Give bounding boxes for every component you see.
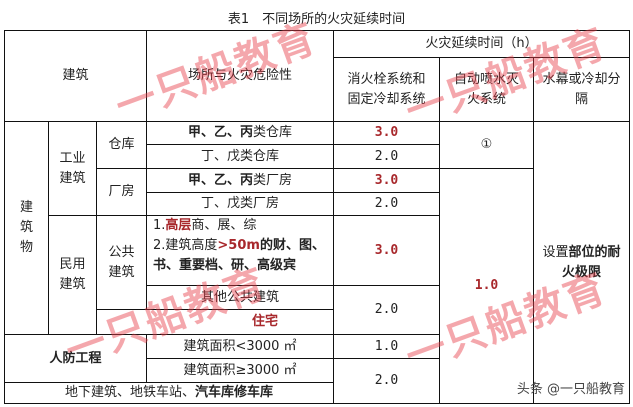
header-sprinkler: 自动喷水灭火系统 [439,57,534,122]
hydrant-value: 2.0 [333,144,440,169]
hydrant-value: 2.0 [333,285,440,335]
hydrant-value: 2.0 [333,358,440,404]
row-place: 其他公共建筑 [146,285,334,310]
footer-credit: 头条 @一只船教育 [516,382,625,397]
hydrant-value: 3.0 [333,121,440,145]
highlight: 高层 [165,218,192,233]
hydrant-value: 3.0 [333,168,440,193]
place-rest: 类仓库 [253,125,293,140]
text: 2.建筑高度 [153,238,218,253]
public-line-1: 1.高层商、展、综 [153,216,256,236]
row-place: 建筑面积≥3000 ㎡ [146,358,334,383]
hydrant-value: 2.0 [333,192,440,216]
sprinkler-others: 1.0 [439,168,534,404]
header-curtain: 水幕或冷却分隔 [533,57,630,122]
table-title: 表1 不同场所的火灾延续时间 [227,12,406,27]
group-industrial: 工业建筑 [48,121,97,216]
header-building: 建筑 [4,30,147,122]
public-line-2: 2.建筑高度>50m的财、图、 [153,236,325,256]
place-bold: 甲、乙、丙 [187,172,253,188]
text: 商、展、综 [191,218,257,233]
row-place-public: 1.高层商、展、综 2.建筑高度>50m的财、图、 书、重要档、研、高级宾 [146,215,334,286]
hydrant-value: 1.0 [333,334,440,359]
row-place: 丁、戊类厂房 [146,192,334,216]
text: 地下建筑、地铁车站、 [64,385,195,400]
hydrant-value: 3.0 [333,215,440,286]
row-place-underground: 地下建筑、地铁车站、 汽车库修车库 [4,382,334,404]
place-bold: 甲、乙、丙 [187,125,253,140]
text: 的财、图、 [259,238,325,253]
group-plant: 厂房 [96,168,147,216]
group-building-obj: 建筑物 [4,121,49,335]
header-place-risk: 场所与火灾危险性 [146,30,334,122]
text-bold: 部位的耐火极限 [561,244,621,280]
group-public: 公共建筑 [96,215,147,310]
sprinkler-warehouse: ① [439,121,534,169]
row-place-residence: 住宅 [96,309,334,335]
header-hydrant: 消火栓系统和固定冷却系统 [333,57,440,122]
row-place: 甲、乙、丙 类仓库 [146,121,334,145]
group-warehouse: 仓库 [96,121,147,169]
curtain-value: 设置部位的耐火极限 [533,121,630,404]
row-place: 丁、戊类仓库 [146,144,334,169]
text: 1. [153,218,166,233]
text: 设置 [542,244,569,260]
row-place: 建筑面积<3000 ㎡ [146,334,334,359]
row-place: 甲、乙、丙 类厂房 [146,168,334,193]
header-duration: 火灾延续时间（h） [333,30,630,58]
group-civil: 民用建筑 [48,215,97,335]
group-civil-defense: 人防工程 [4,334,147,383]
highlight: >50m [217,238,260,253]
text-bold: 汽车库修车库 [195,385,274,400]
public-line-3: 书、重要档、研、高级宾 [153,258,297,273]
place-rest: 类厂房 [253,172,293,188]
